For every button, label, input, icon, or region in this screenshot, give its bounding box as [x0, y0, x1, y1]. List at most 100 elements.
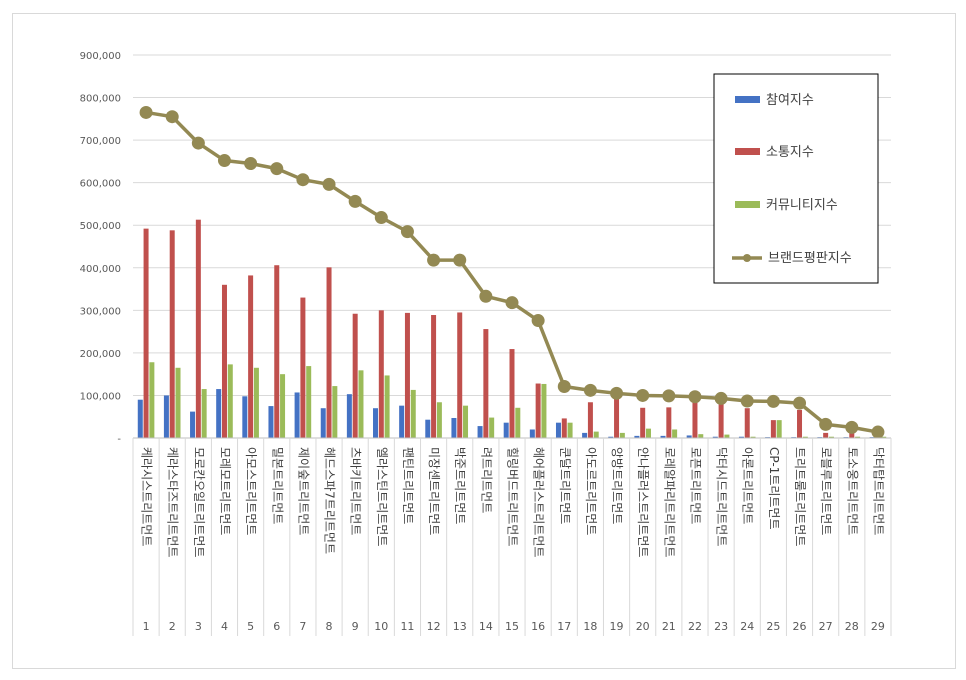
bar-2	[431, 315, 437, 438]
category-rank: 8	[326, 620, 333, 633]
bar-3	[149, 362, 155, 438]
reputation-point	[400, 225, 414, 239]
y-tick-label: 200,000	[80, 349, 121, 360]
category-label: 모로칸오일트리트먼트	[192, 447, 206, 557]
bar-1	[163, 395, 169, 438]
category-label: 미장센트리트먼트	[427, 447, 441, 535]
bar-3	[384, 375, 390, 438]
bar-3	[645, 428, 651, 438]
bar-1	[320, 408, 326, 438]
reputation-point	[871, 425, 885, 439]
category-rank: 6	[273, 620, 280, 633]
reputation-point	[427, 253, 441, 267]
bar-3	[541, 383, 547, 438]
category-rank: 10	[374, 620, 388, 633]
bar-2	[823, 432, 829, 438]
category-rank: 15	[505, 620, 519, 633]
category-label: 안나플러스트리트먼트	[636, 447, 650, 557]
category-rank: 2	[169, 620, 176, 633]
y-tick-label: 800,000	[80, 94, 121, 105]
line-series	[139, 105, 885, 439]
bar-3	[855, 436, 861, 438]
category-label: 로픈트리트먼트	[688, 447, 702, 524]
bar-3	[332, 386, 338, 438]
bar-2	[300, 297, 306, 438]
bar-3	[306, 366, 312, 438]
bar-2	[509, 349, 515, 438]
bar-3	[463, 405, 469, 438]
legend: 참여지수 소통지수 커뮤니티지수 브랜드평판지수	[713, 73, 879, 284]
bar-3	[567, 422, 573, 438]
category-rank: 12	[427, 620, 441, 633]
reputation-point	[479, 289, 493, 303]
bar-3	[280, 374, 286, 438]
x-axis: 케라시스트리트먼트 1 케라스타즈트리트먼트 2 모로칸오일트리트먼트 3 모레모트리트먼트…	[132, 437, 892, 636]
category-label: 헤드스파7트리트먼트	[323, 447, 337, 554]
bar-2	[640, 407, 646, 438]
category-label: 팬틴트리트먼트	[401, 447, 415, 524]
bar-3	[201, 389, 207, 438]
category-rank: 17	[557, 620, 571, 633]
bar-2	[614, 396, 620, 438]
category-rank: 22	[688, 620, 702, 633]
bar-2	[169, 230, 175, 438]
bar-2	[561, 418, 567, 438]
legend-marker-reputation	[743, 254, 751, 262]
bar-1	[346, 394, 352, 438]
category-rank: 7	[299, 620, 306, 633]
category-label: 제이숲트리트먼트	[296, 447, 310, 535]
category-label: 아론트리트먼트	[741, 447, 755, 524]
y-tick-label: 500,000	[80, 221, 121, 232]
category-rank: 26	[793, 620, 807, 633]
category-rank: 1	[143, 620, 150, 633]
bar-2	[378, 310, 384, 438]
legend-box	[713, 73, 879, 284]
bar-1	[503, 422, 509, 438]
bar-3	[436, 402, 442, 438]
bar-1	[268, 406, 274, 438]
category-label: 츠바키트리트먼트	[349, 447, 363, 535]
category-label: 쿤달트리트먼트	[558, 447, 572, 524]
bar-3	[515, 407, 521, 438]
legend-swatch-communication	[735, 148, 760, 155]
category-rank: 28	[845, 620, 859, 633]
bar-3	[227, 364, 233, 438]
bar-2	[587, 402, 593, 438]
reputation-point	[636, 388, 650, 402]
bar-1	[555, 422, 561, 438]
reputation-point	[819, 417, 833, 431]
reputation-point	[217, 154, 231, 168]
bar-3	[489, 417, 495, 438]
category-label: 려트리트먼트	[479, 447, 493, 513]
legend-label-reputation: 브랜드평판지수	[768, 251, 852, 266]
y-axis: 900,000 800,000 700,000 600,000 500,000 400,0…	[80, 51, 122, 445]
reputation-point	[845, 420, 859, 434]
bar-2	[770, 420, 776, 438]
legend-label-communication: 소통지수	[766, 145, 814, 160]
reputation-point	[583, 383, 597, 397]
bar-1	[660, 435, 666, 438]
bar-3	[802, 436, 808, 438]
bar-1	[686, 435, 692, 438]
category-label: 로레알파리트리트먼트	[662, 447, 676, 557]
bar-2	[535, 383, 541, 438]
bar-3	[724, 434, 730, 438]
bar-3	[750, 436, 756, 438]
category-label: 아도르트리트먼트	[584, 447, 598, 535]
reputation-point	[740, 394, 754, 408]
category-rank: 14	[479, 620, 493, 633]
bar-1	[608, 436, 614, 438]
bar-1	[399, 405, 405, 438]
reputation-point	[766, 394, 780, 408]
category-label: 아모스트리트먼트	[244, 447, 258, 535]
bar-1	[216, 389, 222, 438]
bar-3	[410, 389, 416, 438]
bar-2	[404, 312, 410, 438]
reputation-point	[296, 173, 310, 187]
category-label: 닥터시드트리트먼트	[715, 447, 729, 546]
bar-1	[712, 436, 718, 438]
reputation-point	[270, 162, 284, 176]
bar-1	[190, 411, 196, 438]
bar-1	[738, 436, 744, 438]
